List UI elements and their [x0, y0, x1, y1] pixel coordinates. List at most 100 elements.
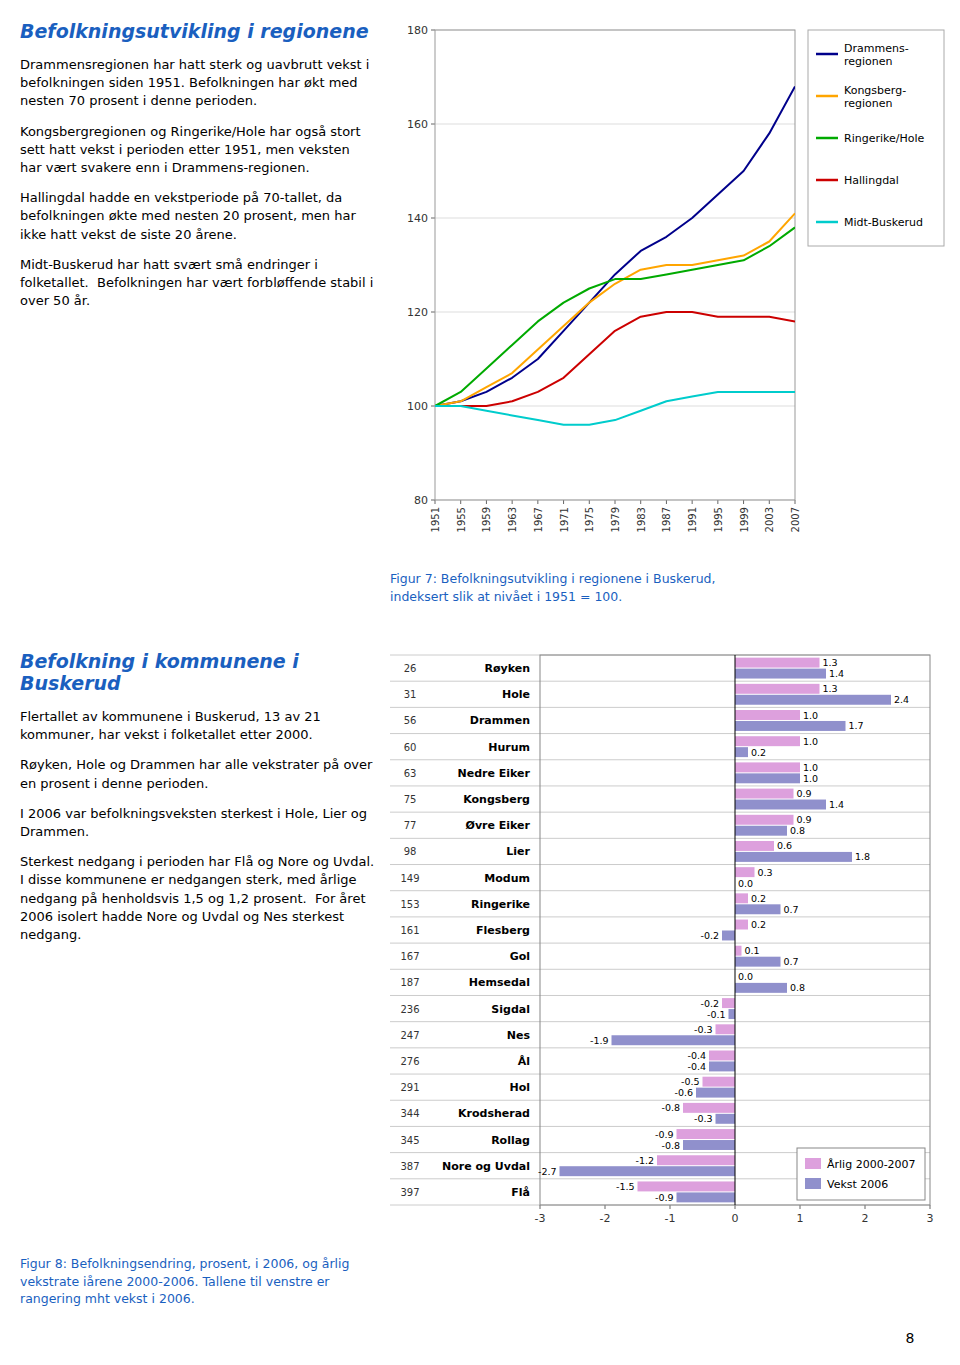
grid-line: [435, 312, 795, 313]
data-label: -2.7: [538, 1166, 557, 1177]
row-separator: [390, 995, 930, 996]
x-tick: [435, 500, 436, 504]
rank-label: 187: [400, 977, 419, 988]
row-separator: [390, 812, 930, 813]
data-label: -1.2: [635, 1155, 654, 1166]
paragraph: Røyken, Hole og Drammen har alle vekstra…: [20, 756, 375, 792]
data-label: 0.3: [758, 867, 773, 878]
x-tick-label: 1951: [430, 507, 441, 532]
x-tick-label: 2: [862, 1212, 869, 1225]
data-labels: 1.31.31.01.01.00.90.90.60.30.20.20.10.0-…: [538, 657, 909, 1203]
figure-caption: Figur 8: Befolkningsendring, prosent, i …: [20, 1255, 940, 1308]
x-tick: [717, 500, 718, 504]
legend-box: [797, 1148, 925, 1200]
paragraph: Hallingdal hadde en vekstperiode på 70-t…: [20, 189, 375, 244]
bar: [612, 1035, 736, 1045]
category-label: Drammen: [470, 714, 530, 727]
x-tick-label: 1955: [456, 507, 467, 532]
row-separator: [390, 707, 930, 708]
bar: [735, 983, 787, 993]
x-tick: [589, 500, 590, 504]
rank-label: 149: [400, 873, 419, 884]
caption: Figur 8: Befolkningsendring, prosent, i …: [20, 1255, 940, 1308]
x-tick-label: 2003: [764, 507, 775, 532]
paragraph: Flertallet av kommunene i Buskerud, 13 a…: [20, 708, 375, 744]
plot-frame: [540, 655, 930, 1205]
bar: [735, 920, 748, 930]
y-tick: [431, 406, 435, 407]
x-tick-label: 1971: [559, 507, 570, 532]
rank-label: 75: [404, 794, 417, 805]
bar: [657, 1155, 735, 1165]
bar: [735, 747, 748, 757]
rank-label: 387: [400, 1161, 419, 1172]
row-separator: [390, 1100, 930, 1101]
x-tick: [670, 1205, 671, 1209]
x-tick: [666, 500, 667, 504]
bar: [735, 695, 891, 705]
x-tick-label: -1: [665, 1212, 676, 1225]
legend-label: Ringerike/Hole: [844, 132, 925, 145]
bar: [735, 721, 846, 731]
data-label: 0.6: [777, 840, 792, 851]
x-tick: [795, 500, 796, 504]
data-label: -0.2: [700, 930, 719, 941]
text-line: regionen: [844, 55, 893, 68]
series-line: [435, 86, 795, 406]
bar: [677, 1192, 736, 1202]
series-line: [435, 392, 795, 425]
data-label: 1.3: [823, 657, 838, 668]
data-label: 1.0: [803, 773, 818, 784]
data-label: 0.2: [751, 919, 766, 930]
category-label: Lier: [506, 845, 530, 858]
row-lines: [390, 655, 930, 1205]
data-label: 0.9: [797, 814, 812, 825]
row-separator: [390, 890, 930, 891]
row-separator: [390, 916, 930, 917]
plot-frame: [435, 30, 795, 500]
bar: [683, 1103, 735, 1113]
row-separator: [390, 785, 930, 786]
zero-line: [735, 655, 736, 1205]
category-label: Ål: [518, 1055, 530, 1068]
data-label: 1.7: [849, 720, 864, 731]
data-label: 1.0: [803, 736, 818, 747]
x-tick-label: 1967: [533, 507, 544, 532]
data-label: -1.9: [590, 1035, 609, 1046]
data-label: -0.6: [674, 1087, 693, 1098]
bar: [703, 1077, 736, 1087]
data-label: -1.5: [616, 1181, 635, 1192]
rank-label: 247: [400, 1030, 419, 1041]
rank-label: 56: [404, 715, 417, 726]
rank-label: 276: [400, 1056, 419, 1067]
data-label: 0.7: [784, 904, 799, 915]
category-label: Ringerike: [471, 898, 530, 911]
grid-line: [435, 218, 795, 219]
bar: [735, 957, 781, 967]
line-chart-svg: 8010012014016018019511955195919631967197…: [390, 20, 950, 560]
x-tick-label: 1987: [661, 507, 672, 532]
category-label: Rollag: [491, 1134, 530, 1147]
data-label: 0.8: [790, 982, 805, 993]
x-tick: [540, 1205, 541, 1209]
x-tick: [486, 500, 487, 504]
data-label: 0.0: [738, 878, 753, 889]
x-tick-label: 1995: [713, 507, 724, 532]
data-label: 0.7: [784, 956, 799, 967]
x-tick: [537, 500, 538, 504]
legend-label: Midt-Buskerud: [844, 216, 923, 229]
bar: [716, 1114, 736, 1124]
x-tick-label: 1963: [507, 507, 518, 532]
y-tick: [431, 218, 435, 219]
row-separator: [390, 733, 930, 734]
legend-swatch: [816, 137, 838, 140]
data-label: -0.3: [694, 1113, 713, 1124]
series-line: [435, 213, 795, 406]
data-label: -0.9: [655, 1129, 674, 1140]
data-label: -0.1: [707, 1009, 726, 1020]
row-separator: [390, 759, 930, 760]
rank-label: 345: [400, 1135, 419, 1146]
bar: [735, 773, 800, 783]
x-tick: [692, 500, 693, 504]
x-tick-label: 1979: [610, 507, 621, 532]
